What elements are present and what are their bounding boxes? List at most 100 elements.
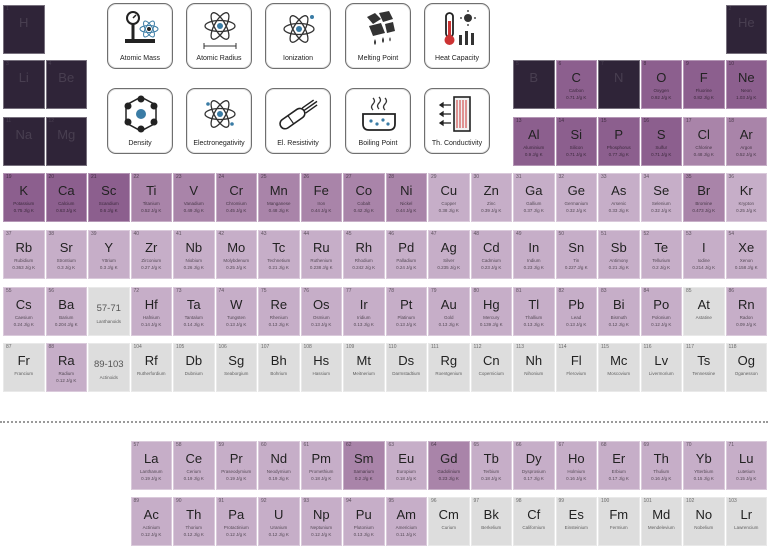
element-tile-cl[interactable]: 17 Cl Chlorine 0.48 J/g K — [683, 117, 725, 166]
element-tile-ar[interactable]: 18 Ar Argon 0.52 J/g K — [725, 117, 767, 166]
element-tile-lu[interactable]: 71 Lu Lutetium 0.15 J/g K — [725, 441, 767, 490]
element-tile-am[interactable]: 95 Am Americium 0.11 J/g K — [385, 497, 427, 546]
element-tile-hf[interactable]: 72 Hf Hafnium 0.14 J/g K — [130, 287, 172, 336]
element-tile-tl[interactable]: 81 Tl Thallium 0.13 J/g K — [513, 287, 555, 336]
element-tile-gd[interactable]: 64 Gd Gadolinium 0.23 J/g K — [428, 441, 470, 490]
element-tile-cs[interactable]: 55 Cs Caesium 0.24 J/g K — [3, 287, 45, 336]
element-tile-mn[interactable]: 25 Mn Manganese 0.48 J/g K — [258, 173, 300, 222]
element-tile-bk[interactable]: 97 Bk Berkelium — [470, 497, 512, 546]
element-tile-br[interactable]: 35 Br Bromine 0.473 J/g K — [683, 173, 725, 222]
element-tile-rf[interactable]: 104 Rf Rutherfordium — [130, 343, 172, 392]
element-tile-be[interactable]: 4 Be — [45, 60, 87, 109]
element-tile-s[interactable]: 16 S Sulfur 0.71 J/g K — [640, 117, 682, 166]
element-tile-i[interactable]: 53 I Iodine 0.214 J/g K — [683, 230, 725, 279]
element-tile-sb[interactable]: 51 Sb Antimony 0.21 J/g K — [598, 230, 640, 279]
element-tile-pb[interactable]: 82 Pb Lead 0.13 J/g K — [555, 287, 597, 336]
element-tile-pu[interactable]: 94 Pu Plutonium 0.13 J/g K — [343, 497, 385, 546]
electronegativity-button[interactable]: Electronegativity — [186, 88, 252, 154]
atomic-mass-button[interactable]: Atomic Mass — [107, 3, 173, 69]
element-tile-ag[interactable]: 47 Ag Silver 0.235 J/g K — [428, 230, 470, 279]
element-tile-at[interactable]: 85 At Astatine — [683, 287, 725, 336]
melting-point-button[interactable]: Melting Point — [345, 3, 411, 69]
heat-capacity-button[interactable]: Heat Capacity — [424, 3, 490, 69]
element-tile-mg[interactable]: 12 Mg — [45, 117, 87, 166]
element-tile-th[interactable]: 69 Th Thulium 0.16 J/g K — [640, 441, 682, 490]
element-tile-ru[interactable]: 44 Ru Ruthenium 0.238 J/g K — [300, 230, 342, 279]
element-tile-sc[interactable]: 21 Sc Scandium 0.6 J/g K — [88, 173, 130, 222]
element-tile-lv[interactable]: 116 Lv Livermorium — [640, 343, 682, 392]
element-tile-th[interactable]: 90 Th Thorium 0.12 J/g K — [173, 497, 215, 546]
th-conductivity-button[interactable]: Th. Conductivity — [424, 88, 490, 154]
element-tile-co[interactable]: 27 Co Cobalt 0.42 J/g K — [343, 173, 385, 222]
element-tile-ga[interactable]: 31 Ga Gallium 0.37 J/g K — [513, 173, 555, 222]
element-tile-yb[interactable]: 70 Yb Ytterbium 0.15 J/g K — [683, 441, 725, 490]
element-tile-o[interactable]: 8 O Oxygen 0.92 J/g K — [640, 60, 682, 109]
element-tile-rb[interactable]: 37 Rb Rubidium 0.363 J/g K — [3, 230, 45, 279]
element-tile-pm[interactable]: 61 Pm Promethium 0.18 J/g K — [300, 441, 342, 490]
element-tile-fe[interactable]: 26 Fe Iron 0.44 J/g K — [300, 173, 342, 222]
element-tile-mt[interactable]: 109 Mt Meitnerium — [343, 343, 385, 392]
element-tile-w[interactable]: 74 W Tungsten 0.13 J/g K — [215, 287, 257, 336]
element-tile-te[interactable]: 52 Te Tellurium 0.2 J/g K — [640, 230, 682, 279]
element-tile-xe[interactable]: 54 Xe Xenon 0.158 J/g K — [725, 230, 767, 279]
element-tile-in[interactable]: 49 In Indium 0.23 J/g K — [513, 230, 555, 279]
density-button[interactable]: Density — [107, 88, 173, 154]
element-tile-y[interactable]: 39 Y Yttrium 0.3 J/g K — [88, 230, 130, 279]
element-tile-fr[interactable]: 87 Fr Francium — [3, 343, 45, 392]
element-tile-kr[interactable]: 36 Kr Krypton 0.25 J/g K — [725, 173, 767, 222]
element-tile-cf[interactable]: 98 Cf Californium — [513, 497, 555, 546]
element-tile-ca[interactable]: 20 Ca Calcium 0.63 J/g K — [45, 173, 87, 222]
element-tile-rg[interactable]: 111 Rg Roentgenium — [428, 343, 470, 392]
element-tile-lr[interactable]: 103 Lr Lawrencium — [725, 497, 767, 546]
element-tile-er[interactable]: 68 Er Erbium 0.17 J/g K — [598, 441, 640, 490]
element-tile-re[interactable]: 75 Re Rhenium 0.13 J/g K — [258, 287, 300, 336]
element-tile-ra[interactable]: 88 Ra Radium 0.12 J/g K — [45, 343, 87, 392]
element-tile-pd[interactable]: 46 Pd Palladium 0.24 J/g K — [385, 230, 427, 279]
element-tile-li[interactable]: 3 Li — [3, 60, 45, 109]
element-tile-pr[interactable]: 59 Pr Praseodymium 0.19 J/g K — [215, 441, 257, 490]
element-tile-ho[interactable]: 67 Ho Holmium 0.16 J/g K — [555, 441, 597, 490]
element-tile-dy[interactable]: 66 Dy Dysprosium 0.17 J/g K — [513, 441, 555, 490]
element-tile-u[interactable]: 92 U Uranium 0.12 J/g K — [258, 497, 300, 546]
element-tile-ba[interactable]: 56 Ba Barium 0.204 J/g K — [45, 287, 87, 336]
element-tile-es[interactable]: 99 Es Einsteinium — [555, 497, 597, 546]
element-tile-rn[interactable]: 86 Rn Radon 0.09 J/g K — [725, 287, 767, 336]
element-tile-zr[interactable]: 40 Zr Zirconium 0.27 J/g K — [130, 230, 172, 279]
element-tile-db[interactable]: 105 Db Dubnium — [173, 343, 215, 392]
element-tile-ts[interactable]: 117 Ts Tennessine — [683, 343, 725, 392]
element-tile-ne[interactable]: 10 Ne Neon 1.03 J/g K — [725, 60, 767, 109]
el-resistivity-button[interactable]: El. Resistivity — [265, 88, 331, 154]
element-tile-cn[interactable]: 112 Cn Copernicium — [470, 343, 512, 392]
series-range-tile[interactable]: 57-71 Lanthanoids — [88, 287, 130, 336]
element-tile-cr[interactable]: 24 Cr Chromium 0.45 J/g K — [215, 173, 257, 222]
element-tile-ta[interactable]: 73 Ta Tantalum 0.14 J/g K — [173, 287, 215, 336]
element-tile-md[interactable]: 101 Md Mendelevium — [640, 497, 682, 546]
element-tile-eu[interactable]: 63 Eu Europium 0.18 J/g K — [385, 441, 427, 490]
element-tile-se[interactable]: 34 Se Selenium 0.32 J/g K — [640, 173, 682, 222]
element-tile-cm[interactable]: 96 Cm Curium — [428, 497, 470, 546]
element-tile-cd[interactable]: 48 Cd Cadmium 0.23 J/g K — [470, 230, 512, 279]
element-tile-tb[interactable]: 65 Tb Terbium 0.18 J/g K — [470, 441, 512, 490]
element-tile-sr[interactable]: 38 Sr Strontium 0.3 J/g K — [45, 230, 87, 279]
element-tile-mc[interactable]: 115 Mc Moscovium — [598, 343, 640, 392]
element-tile-bh[interactable]: 107 Bh Bohrium — [258, 343, 300, 392]
element-tile-he[interactable]: 2 He — [725, 5, 767, 54]
element-tile-fm[interactable]: 100 Fm Fermium — [598, 497, 640, 546]
element-tile-ir[interactable]: 77 Ir Iridium 0.13 J/g K — [343, 287, 385, 336]
element-tile-nh[interactable]: 113 Nh Nihonium — [513, 343, 555, 392]
ionization-button[interactable]: Ionization — [265, 3, 331, 69]
element-tile-mo[interactable]: 42 Mo Molybdenum 0.25 J/g K — [215, 230, 257, 279]
element-tile-ge[interactable]: 32 Ge Germanium 0.32 J/g K — [555, 173, 597, 222]
element-tile-pa[interactable]: 91 Pa Protactinium 0.12 J/g K — [215, 497, 257, 546]
element-tile-al[interactable]: 13 Al Aluminium 0.9 J/g K — [513, 117, 555, 166]
element-tile-f[interactable]: 9 F Fluorine 0.82 J/g K — [683, 60, 725, 109]
element-tile-po[interactable]: 84 Po Polonium 0.12 J/g K — [640, 287, 682, 336]
atomic-radius-button[interactable]: Atomic Radius — [186, 3, 252, 69]
element-tile-nd[interactable]: 60 Nd Neodymium 0.19 J/g K — [258, 441, 300, 490]
element-tile-tc[interactable]: 43 Tc Technetium 0.21 J/g K — [258, 230, 300, 279]
element-tile-sm[interactable]: 62 Sm Samarium 0.2 J/g K — [343, 441, 385, 490]
element-tile-as[interactable]: 33 As Arsenic 0.33 J/g K — [598, 173, 640, 222]
element-tile-sn[interactable]: 50 Sn Tin 0.227 J/g K — [555, 230, 597, 279]
element-tile-os[interactable]: 76 Os Osmium 0.13 J/g K — [300, 287, 342, 336]
